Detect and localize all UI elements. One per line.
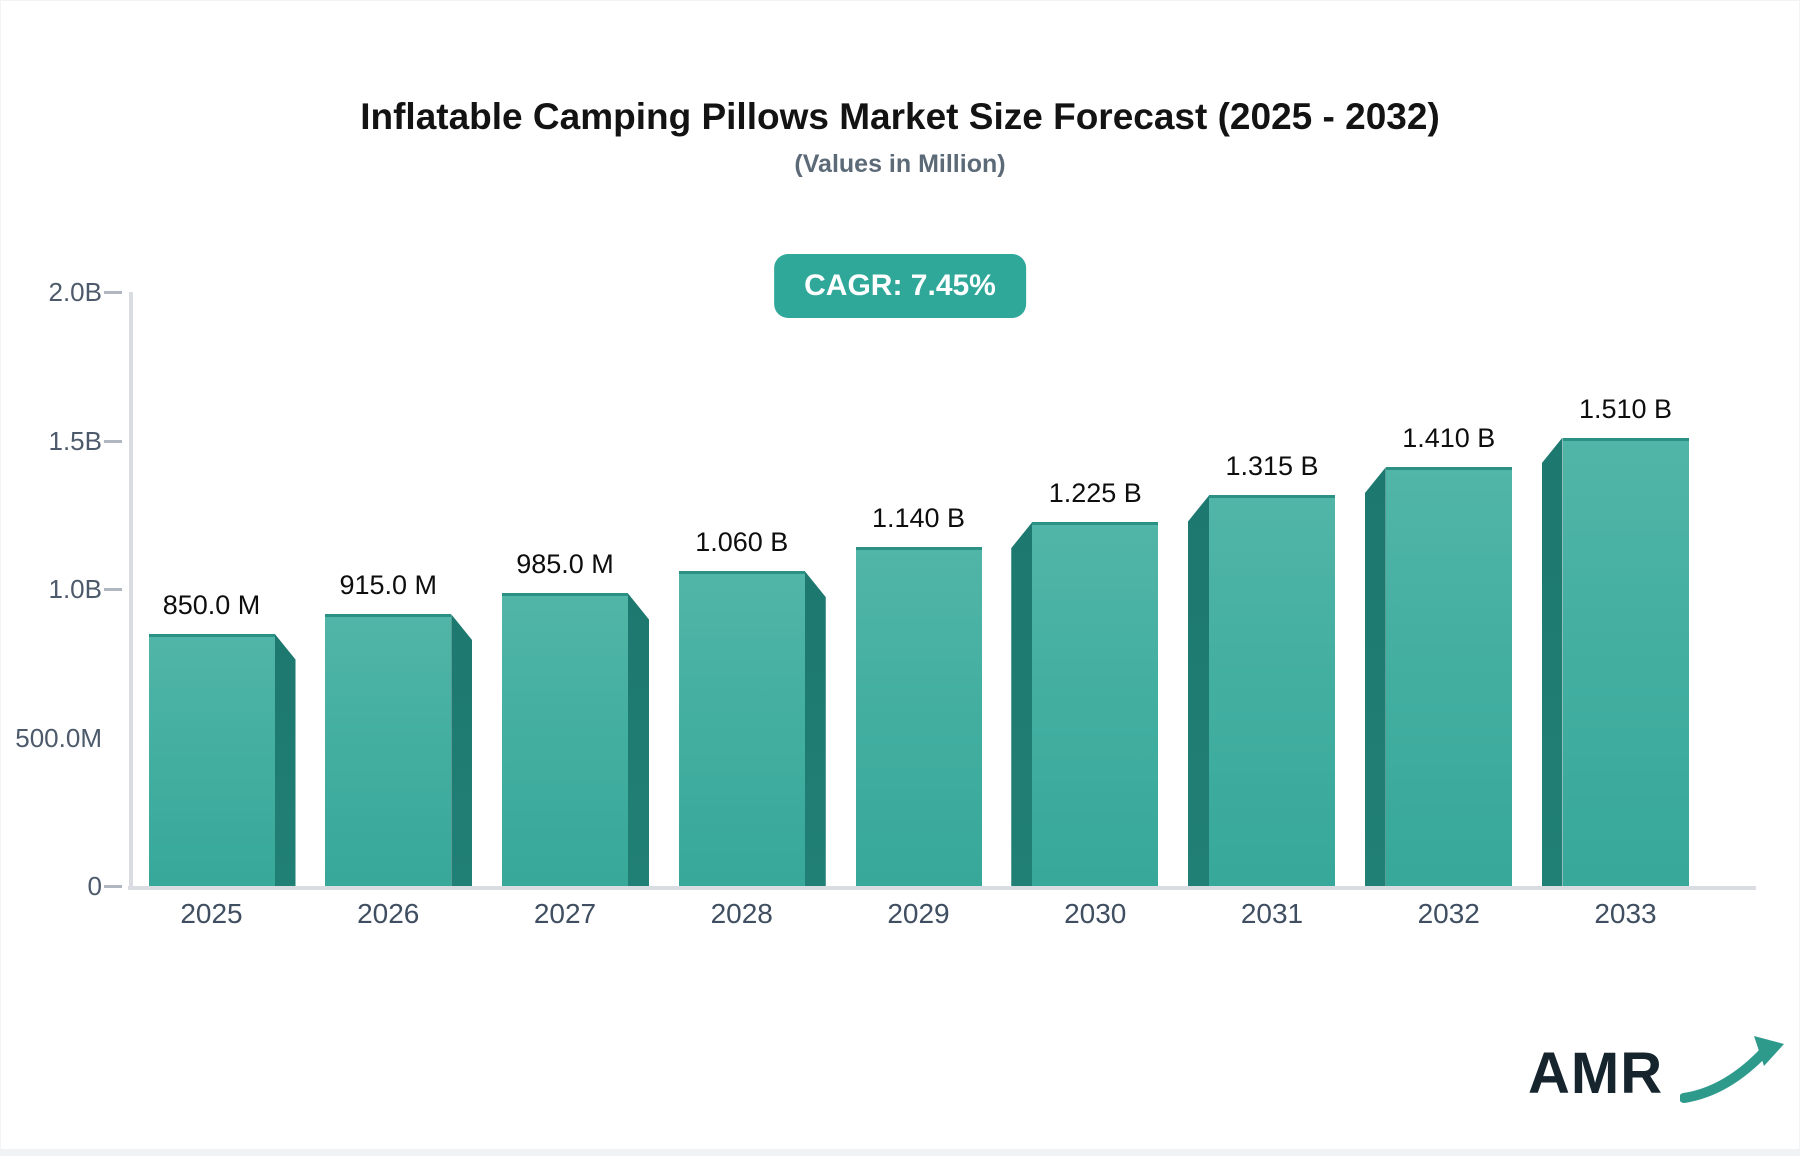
bar-value-label: 1.225 B <box>1048 478 1142 509</box>
x-category-label: 2029 <box>887 898 950 929</box>
x-category-label: 2028 <box>710 898 773 929</box>
y-tick-dash <box>104 291 122 294</box>
y-tick-dash <box>104 885 122 888</box>
cagr-badge: CAGR: 7.45% <box>774 254 1026 318</box>
bar-value-label: 985.0 M <box>516 549 614 580</box>
bar-value-label: 1.060 B <box>695 527 789 558</box>
y-axis-line <box>129 292 133 890</box>
bar-side-2028 <box>804 571 826 886</box>
bar-value-label: 1.315 B <box>1225 451 1319 482</box>
bar-side-2027 <box>628 593 649 886</box>
y-tick-label: 1.0B <box>48 574 103 604</box>
x-category-label: 2027 <box>533 898 597 929</box>
y-tick-label: 500.0M <box>15 722 102 753</box>
page-title: Inflatable Camping Pillows Market Size F… <box>360 96 1440 137</box>
bar-side-2026 <box>451 614 473 886</box>
bar-2028 <box>678 571 805 886</box>
y-tick-label: 2.0B <box>48 277 103 307</box>
amr-logo-text: AMR <box>1528 1041 1664 1106</box>
y-tick-dash <box>104 439 122 443</box>
x-category-label: 2031 <box>1240 898 1304 929</box>
amr-logo: AMR <box>1528 1032 1784 1122</box>
bar-2029 <box>855 547 982 886</box>
x-category-label: 2030 <box>1064 898 1127 929</box>
bar-2027 <box>502 593 628 886</box>
bar-2033 <box>1562 437 1689 886</box>
bar-value-label: 1.410 B <box>1402 423 1496 454</box>
bar-2030 <box>1032 522 1159 886</box>
bar-side-2025 <box>274 633 296 886</box>
growth-arrow-icon <box>1680 1036 1784 1103</box>
x-category-label: 2032 <box>1417 898 1480 929</box>
bar-2026 <box>325 614 452 886</box>
bar-side-2031 <box>1188 495 1209 886</box>
bottom-border <box>0 1149 1800 1156</box>
bar-value-label: 1.510 B <box>1578 393 1673 424</box>
x-axis-line <box>128 886 1756 890</box>
y-tick-label: 1.5B <box>48 425 103 456</box>
y-tick-dash <box>104 588 122 591</box>
bar-2032 <box>1385 467 1512 886</box>
bar-2031 <box>1209 495 1335 886</box>
x-category-label: 2026 <box>357 898 420 929</box>
bar-side-2030 <box>1011 522 1033 886</box>
bar-value-label: 915.0 M <box>339 570 438 601</box>
bar-2025 <box>148 633 275 886</box>
page-subtitle: (Values in Million) <box>794 150 1006 178</box>
bar-side-2033 <box>1541 437 1563 886</box>
bar-value-label: 850.0 M <box>162 589 261 620</box>
x-category-label: 2025 <box>180 898 243 929</box>
y-tick-label: 0 <box>87 871 102 901</box>
x-category-label: 2033 <box>1594 898 1657 929</box>
bar-side-2032 <box>1364 467 1386 886</box>
bar-value-label: 1.140 B <box>871 503 966 534</box>
